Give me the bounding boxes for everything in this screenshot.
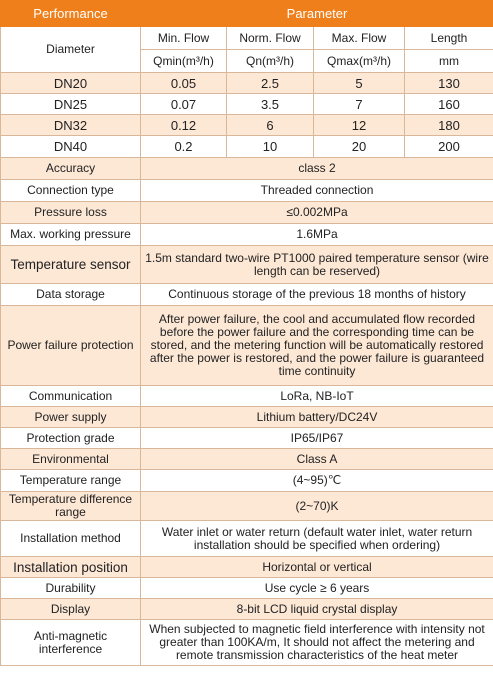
length-header: Length	[403, 26, 493, 50]
size-min: 0.2	[140, 135, 227, 158]
spec-row-max-working-pressure: Max. working pressure 1.6MPa	[0, 223, 493, 246]
size-max: 20	[313, 135, 405, 158]
spec-value: Threaded connection	[139, 179, 493, 202]
spec-value: Class A	[139, 448, 493, 470]
spec-value: After power failure, the cool and accumu…	[139, 305, 493, 386]
spec-label: Durability	[0, 577, 141, 599]
norm-flow-header: Norm. Flow	[226, 26, 314, 50]
size-max: 12	[313, 114, 405, 136]
max-flow-header: Max. Flow	[313, 26, 405, 50]
size-min: 0.07	[140, 93, 227, 115]
spec-value: When subjected to magnetic field interfe…	[139, 619, 493, 666]
size-dn: DN20	[0, 72, 141, 94]
size-dn: DN40	[0, 135, 141, 158]
spec-row-data-storage: Data storage Continuous storage of the p…	[0, 283, 493, 306]
size-norm: 2.5	[226, 72, 314, 94]
spec-label: Pressure loss	[0, 201, 141, 224]
spec-value: (2~70)K	[139, 491, 493, 521]
size-max: 7	[313, 93, 405, 115]
spec-value: class 2	[139, 157, 493, 180]
spec-row-display: Display 8-bit LCD liquid crystal display	[0, 598, 493, 620]
spec-row-communication: Communication LoRa, NB-IoT	[0, 385, 493, 407]
spec-row-temperature-sensor: Temperature sensor 1.5m standard two-wir…	[0, 245, 493, 284]
spec-row-anti-magnetic-interference: Anti-magnetic interference When subjecte…	[0, 619, 493, 666]
spec-row-environmental: Environmental Class A	[0, 448, 493, 470]
spec-row-durability: Durability Use cycle ≥ 6 years	[0, 577, 493, 599]
spec-label: Data storage	[0, 283, 141, 306]
spec-label: Power supply	[0, 406, 141, 428]
spec-row-power-failure-protection: Power failure protection After power fai…	[0, 305, 493, 386]
spec-value: 8-bit LCD liquid crystal display	[139, 598, 493, 620]
spec-label: Temperature difference range	[0, 491, 141, 521]
table-row: DN40 0.2 10 20 200	[0, 135, 493, 158]
max-flow-unit: Qmax(m³/h)	[313, 49, 405, 73]
spec-row-connection-type: Connection type Threaded connection	[0, 179, 493, 202]
table-row: DN20 0.05 2.5 5 130	[0, 72, 493, 94]
spec-label: Max. working pressure	[0, 223, 141, 246]
spec-table: Performance Parameter Diameter Min. Flow…	[0, 0, 493, 666]
spec-row-installation-position: Installation position Horizontal or vert…	[0, 556, 493, 578]
size-max: 5	[313, 72, 405, 94]
spec-value: ≤0.002MPa	[139, 201, 493, 224]
spec-label: Display	[0, 598, 141, 620]
min-flow-unit: Qmin(m³/h)	[140, 49, 227, 73]
spec-value: Use cycle ≥ 6 years	[139, 577, 493, 599]
spec-label: Temperature sensor	[0, 245, 141, 284]
spec-label: Protection grade	[0, 427, 141, 449]
spec-value: (4~95)℃	[139, 469, 493, 492]
spec-label: Environmental	[0, 448, 141, 470]
spec-row-temperature-difference-range: Temperature difference range (2~70)K	[0, 491, 493, 521]
spec-value: IP65/IP67	[139, 427, 493, 449]
length-unit: mm	[403, 49, 493, 73]
size-length: 200	[403, 135, 493, 158]
spec-value: 1.5m standard two-wire PT1000 paired tem…	[139, 245, 493, 284]
spec-row-protection-grade: Protection grade IP65/IP67	[0, 427, 493, 449]
spec-row-installation-method: Installation method Water inlet or water…	[0, 520, 493, 557]
spec-label: Temperature range	[0, 469, 141, 492]
size-dn: DN32	[0, 114, 141, 136]
spec-value: 1.6MPa	[139, 223, 493, 246]
spec-row-power-supply: Power supply Lithium battery/DC24V	[0, 406, 493, 428]
size-min: 0.05	[140, 72, 227, 94]
spec-value: Horizontal or vertical	[139, 556, 493, 578]
size-norm: 10	[226, 135, 314, 158]
spec-value: Continuous storage of the previous 18 mo…	[139, 283, 493, 306]
spec-label: Communication	[0, 385, 141, 407]
spec-label: Power failure protection	[0, 305, 141, 386]
table-row: DN25 0.07 3.5 7 160	[0, 93, 493, 115]
size-norm: 3.5	[226, 93, 314, 115]
norm-flow-unit: Qn(m³/h)	[226, 49, 314, 73]
size-min: 0.12	[140, 114, 227, 136]
performance-header: Performance	[0, 0, 141, 27]
spec-value: LoRa, NB-IoT	[139, 385, 493, 407]
spec-value: Lithium battery/DC24V	[139, 406, 493, 428]
spec-label: Installation position	[0, 556, 141, 578]
table-row: DN32 0.12 6 12 180	[0, 114, 493, 136]
spec-label: Anti-magnetic interference	[0, 619, 141, 666]
spec-row-pressure-loss: Pressure loss ≤0.002MPa	[0, 201, 493, 224]
spec-label: Installation method	[0, 520, 141, 557]
min-flow-header: Min. Flow	[140, 26, 227, 50]
size-length: 180	[403, 114, 493, 136]
size-length: 130	[403, 72, 493, 94]
spec-value: Water inlet or water return (default wat…	[139, 520, 493, 557]
parameter-header: Parameter	[139, 0, 493, 27]
diameter-header: Diameter	[0, 26, 141, 73]
spec-label: Connection type	[0, 179, 141, 202]
size-length: 160	[403, 93, 493, 115]
spec-label: Accuracy	[0, 157, 141, 180]
size-norm: 6	[226, 114, 314, 136]
spec-row-accuracy: Accuracy class 2	[0, 157, 493, 180]
size-dn: DN25	[0, 93, 141, 115]
spec-row-temperature-range: Temperature range (4~95)℃	[0, 469, 493, 492]
